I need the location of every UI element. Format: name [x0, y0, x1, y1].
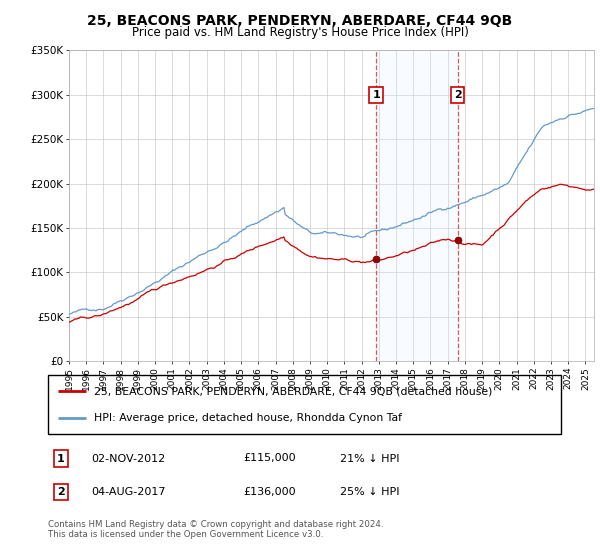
Text: 25, BEACONS PARK, PENDERYN, ABERDARE, CF44 9QB: 25, BEACONS PARK, PENDERYN, ABERDARE, CF… [88, 14, 512, 28]
Text: 04-AUG-2017: 04-AUG-2017 [92, 487, 166, 497]
Text: Price paid vs. HM Land Registry's House Price Index (HPI): Price paid vs. HM Land Registry's House … [131, 26, 469, 39]
Text: 2: 2 [57, 487, 65, 497]
Text: 1: 1 [57, 454, 65, 464]
Text: 1: 1 [372, 90, 380, 100]
Text: Contains HM Land Registry data © Crown copyright and database right 2024.
This d: Contains HM Land Registry data © Crown c… [48, 520, 383, 539]
Text: £136,000: £136,000 [243, 487, 296, 497]
Text: 25, BEACONS PARK, PENDERYN, ABERDARE, CF44 9QB (detached house): 25, BEACONS PARK, PENDERYN, ABERDARE, CF… [94, 386, 493, 396]
Text: 21% ↓ HPI: 21% ↓ HPI [340, 454, 400, 464]
Text: 25% ↓ HPI: 25% ↓ HPI [340, 487, 400, 497]
Text: 2: 2 [454, 90, 461, 100]
Text: 02-NOV-2012: 02-NOV-2012 [92, 454, 166, 464]
Text: HPI: Average price, detached house, Rhondda Cynon Taf: HPI: Average price, detached house, Rhon… [94, 413, 402, 423]
Bar [376, 50, 458, 361]
Text: £115,000: £115,000 [243, 454, 296, 464]
